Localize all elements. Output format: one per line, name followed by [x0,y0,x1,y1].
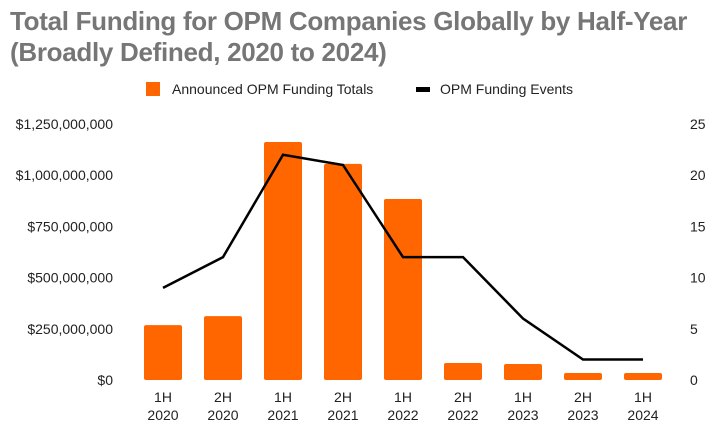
x-tick-label-half: 1H [394,389,412,405]
x-tick-label-year: 2022 [447,407,478,423]
left-tick-label: $0 [97,372,113,388]
bar [444,363,482,380]
right-tick-label: 10 [690,270,706,286]
bar-series [144,142,662,380]
legend-swatch-bar [146,82,160,96]
x-tick-label-half: 2H [214,389,232,405]
x-tick-label-half: 2H [334,389,352,405]
right-axis: 0 5 10 15 20 25 [690,116,706,388]
left-tick-label: $750,000,000 [27,218,113,234]
line-series [162,153,644,361]
chart-title-line1: Total Funding for OPM Companies Globally… [10,6,688,36]
x-tick-label-half: 1H [634,389,652,405]
right-tick-label: 5 [690,321,698,337]
x-tick-label-year: 2023 [507,407,538,423]
x-tick-label-half: 2H [574,389,592,405]
bar [204,316,242,380]
right-tick-label: 0 [690,372,698,388]
x-tick-label-year: 2020 [147,407,178,423]
right-tick-label: 20 [690,167,706,183]
x-tick-label-year: 2022 [387,407,418,423]
x-axis: 1H 2020 2H 2020 1H 2021 2H 2021 1H 2022 2H 2022 1H 20… [147,389,658,423]
legend: Announced OPM Funding Totals OPM Funding… [146,81,573,97]
bar [564,373,602,380]
left-tick-label: $500,000,000 [27,270,113,286]
x-tick-label-year: 2023 [567,407,598,423]
x-tick-label-year: 2024 [627,407,658,423]
legend-swatch-line [416,87,430,92]
left-tick-label: $250,000,000 [27,321,113,337]
x-tick-label-year: 2021 [327,407,358,423]
bar [324,163,362,380]
x-tick-label-year: 2021 [267,407,298,423]
x-tick-label-year: 2020 [207,407,238,423]
left-tick-label: $1,250,000,000 [16,116,114,132]
right-tick-label: 25 [690,116,706,132]
left-tick-label: $1,000,000,000 [16,167,114,183]
bar [504,364,542,380]
right-tick-label: 15 [690,218,706,234]
bar [144,325,182,380]
left-axis: $0 $250,000,000 $500,000,000 $750,000,000 $1… [16,116,114,388]
bar [384,198,422,380]
x-tick-label-half: 2H [454,389,472,405]
legend-label-line: OPM Funding Events [440,81,573,97]
x-tick-label-half: 1H [274,389,292,405]
bar [264,142,302,380]
bar [624,373,662,380]
chart-title-line2: (Broadly Defined, 2020 to 2024) [10,37,387,67]
x-tick-label-half: 1H [514,389,532,405]
x-tick-label-half: 1H [154,389,172,405]
legend-label-bar: Announced OPM Funding Totals [172,81,373,97]
chart-title: Total Funding for OPM Companies Globally… [10,6,687,68]
